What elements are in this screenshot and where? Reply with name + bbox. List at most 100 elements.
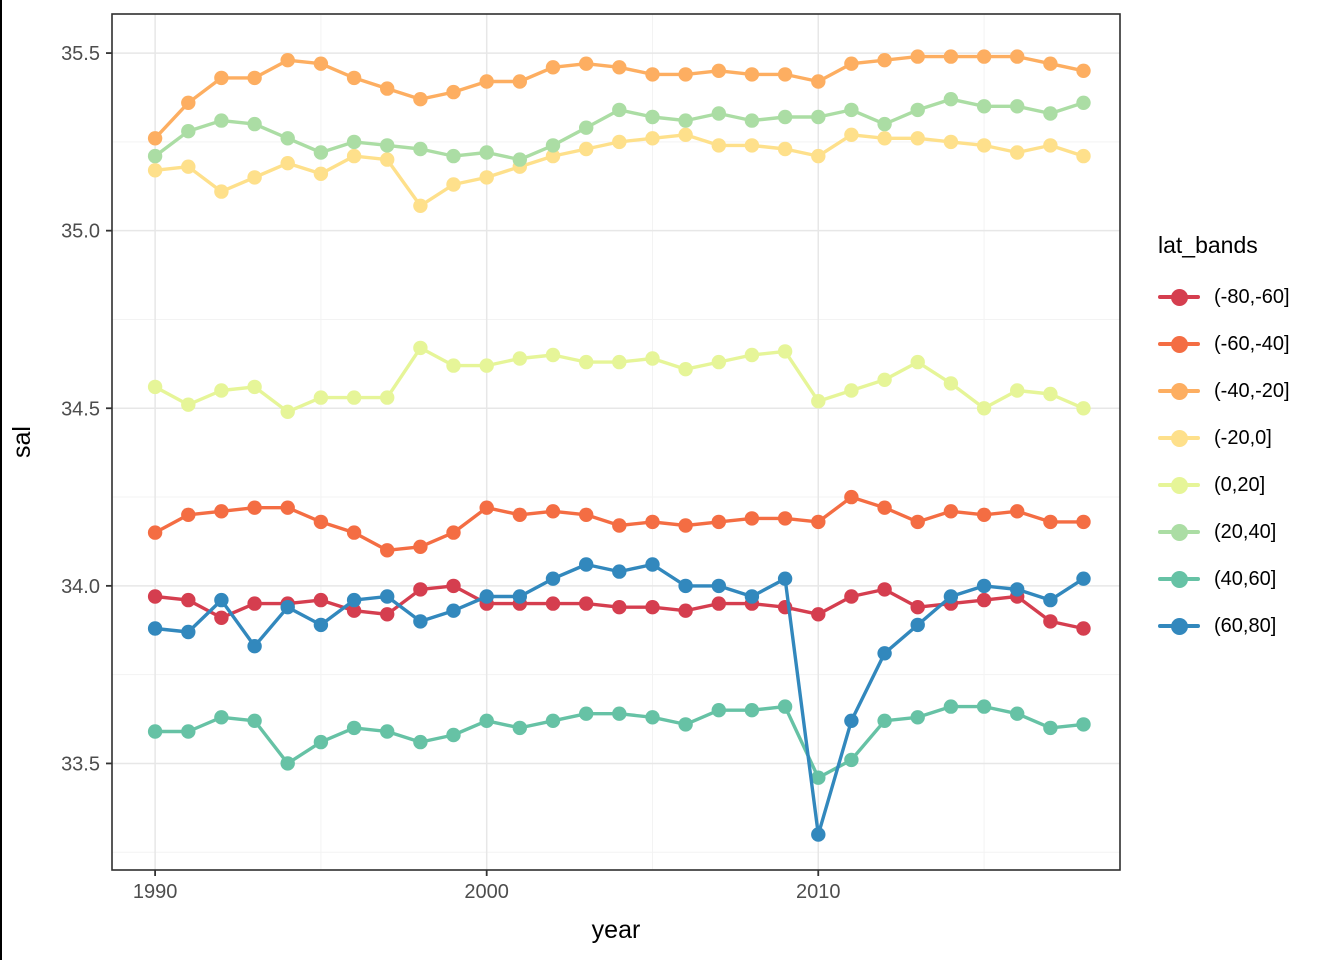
series-(-20,0] [147, 127, 1091, 213]
data-point [910, 354, 925, 370]
data-point [1010, 383, 1025, 398]
data-point [612, 60, 627, 75]
data-point [479, 500, 494, 515]
plot-panel [112, 14, 1120, 870]
y-tick-label: 35.5 [61, 43, 100, 65]
data-point [214, 504, 229, 519]
legend-key-icon [1158, 424, 1200, 452]
data-point [181, 624, 196, 640]
axis-ticks [106, 52, 820, 876]
data-point [645, 710, 660, 725]
data-point [943, 699, 959, 714]
data-point [181, 724, 196, 739]
data-point [976, 578, 992, 594]
data-point [976, 507, 992, 522]
data-point [844, 383, 859, 398]
data-point [512, 351, 527, 366]
data-point [247, 713, 262, 728]
data-point [910, 617, 925, 633]
data-point [413, 340, 428, 356]
data-point [147, 379, 163, 395]
data-point [678, 362, 693, 377]
data-point [147, 525, 163, 540]
data-point [280, 756, 295, 771]
legend-key-icon [1158, 565, 1200, 593]
data-point [744, 138, 760, 153]
data-point [446, 603, 461, 618]
data-point [943, 49, 959, 64]
data-point [247, 596, 262, 611]
legend-item-(0,20]: (0,20] [1152, 471, 1290, 499]
legend-key-icon [1158, 471, 1200, 499]
data-point [877, 500, 892, 515]
data-point [380, 81, 395, 96]
y-tick-label: 34.0 [61, 576, 100, 598]
data-point [579, 557, 594, 572]
data-point [413, 198, 428, 213]
data-point [910, 710, 925, 725]
data-point [446, 177, 461, 192]
data-point [313, 166, 329, 181]
data-point [711, 703, 726, 718]
legend-item-label: (0,20] [1214, 473, 1266, 496]
data-point [545, 60, 561, 75]
data-point [711, 106, 726, 121]
data-point [844, 589, 859, 604]
data-point [313, 56, 329, 71]
y-tick-label: 33.5 [61, 753, 100, 775]
data-point [777, 67, 793, 82]
data-point [777, 141, 793, 157]
data-point [579, 141, 594, 157]
data-point [976, 99, 992, 114]
legend-key-icon [1158, 518, 1200, 546]
data-point [1010, 504, 1025, 519]
data-point [446, 148, 461, 164]
data-point [446, 84, 461, 100]
data-point [811, 109, 826, 125]
tick-labels: 1990 2000 2010 33.5 34.0 34.5 35.0 35.5 [61, 43, 840, 903]
data-point [777, 511, 793, 526]
data-point [413, 614, 428, 629]
data-point [446, 727, 461, 743]
data-point [579, 507, 594, 522]
data-point [777, 571, 793, 586]
data-point [247, 116, 262, 132]
data-point [844, 752, 859, 768]
data-point [181, 95, 196, 111]
legend-item-(40,60]: (40,60] [1152, 565, 1290, 593]
data-point [346, 720, 362, 736]
data-point [214, 610, 229, 625]
legend-key-dot [1170, 429, 1188, 447]
data-point [214, 70, 229, 86]
data-point [678, 127, 693, 142]
left-edge-border [0, 0, 2, 960]
data-point [545, 504, 561, 519]
data-point [545, 138, 561, 153]
data-point [711, 138, 726, 153]
data-point [678, 603, 693, 618]
x-tick-label: 2010 [796, 881, 841, 903]
data-point [214, 710, 229, 725]
data-point [413, 734, 428, 750]
data-point [280, 600, 295, 615]
data-point [612, 102, 627, 118]
data-point [612, 354, 627, 370]
data-point [645, 67, 660, 82]
data-point [181, 397, 196, 412]
data-point [910, 600, 925, 615]
data-point [744, 347, 760, 363]
data-point [976, 138, 992, 153]
data-point [214, 592, 229, 608]
data-point [1043, 720, 1058, 736]
x-tick-label: 2000 [464, 881, 509, 903]
data-point [711, 514, 726, 530]
data-point [1010, 99, 1025, 114]
data-point [811, 394, 826, 409]
data-point [744, 511, 760, 526]
data-point [545, 713, 561, 728]
data-point [1043, 138, 1058, 153]
data-point [313, 617, 329, 633]
data-point [1043, 386, 1058, 402]
data-point [612, 518, 627, 533]
